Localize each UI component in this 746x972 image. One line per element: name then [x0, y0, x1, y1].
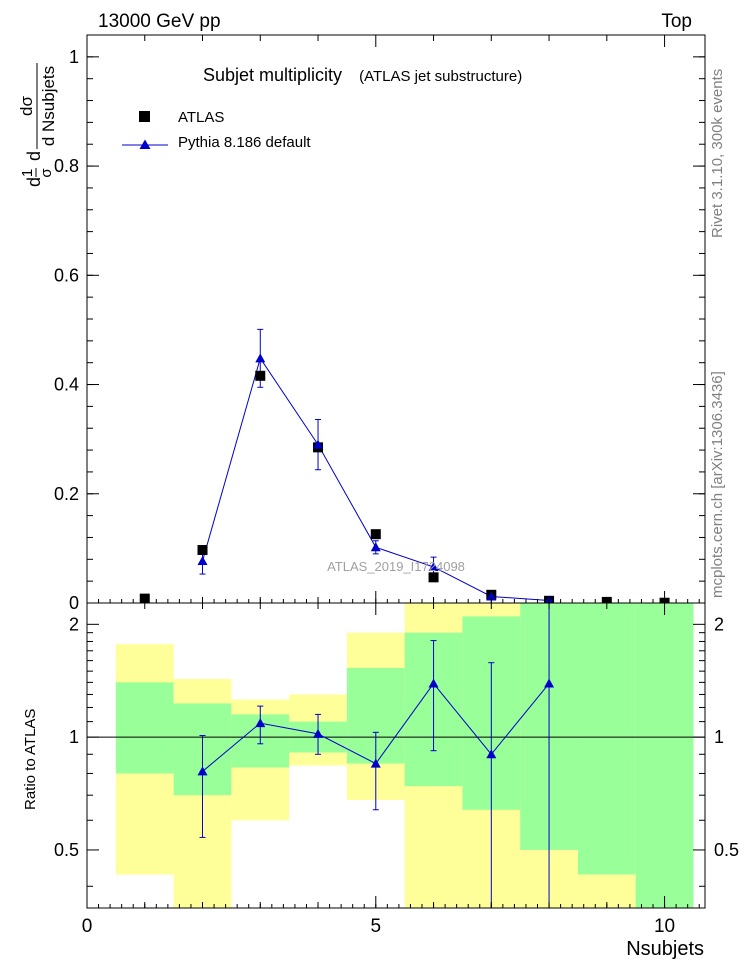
ratio-mc-point [197, 766, 208, 776]
mc-point [486, 591, 497, 601]
legend-mc-marker [139, 139, 151, 149]
axes: 00.20.40.60.810 5 100.5 0.51 12 2 [54, 34, 739, 937]
mc-point [255, 353, 266, 363]
chart-subtitle: (ATLAS jet substructure) [359, 68, 522, 85]
chart-title: Subjet multiplicity (ATLAS jet substruct… [203, 65, 522, 85]
ratio-xtick-label: 5 [370, 916, 381, 937]
data-point [255, 370, 266, 381]
rivet-label: Rivet 3.1.10, 300k events [709, 69, 726, 238]
ratio-mc-point [544, 678, 555, 688]
ratio-ytick-label: 2 [69, 614, 79, 634]
main-ytick-label: 0 [69, 593, 79, 613]
legend-mc-label: Pythia 8.186 default [178, 134, 311, 151]
ratio-ytick-label-right: 0.5 [714, 840, 739, 860]
band-green [635, 603, 694, 908]
main-ytick-label: 0.2 [54, 484, 79, 504]
process-label: Top [661, 11, 692, 32]
mc-point [370, 542, 381, 552]
band-green [115, 682, 174, 774]
main-ytick-label: 0.6 [54, 265, 79, 285]
legend-data-marker [139, 111, 150, 122]
mc-point [313, 439, 324, 449]
mcplots-label: mcplots.cern.ch [arXiv:1306.3436] [709, 371, 726, 598]
data-point [197, 545, 208, 556]
legend-data-label: ATLAS [178, 109, 224, 126]
ratio-ytick-label: 0.5 [54, 840, 79, 860]
ratio-mc-point [255, 718, 266, 728]
energy-label: 13000 GeV pp [98, 11, 221, 32]
ratio-mc-point [370, 758, 381, 768]
ylabel-sigma: σ [38, 168, 55, 178]
ratio-mc-point [486, 749, 497, 759]
ratio-ytick-label-right: 2 [714, 614, 724, 634]
ylabel-d: d [24, 177, 44, 187]
ratio-mc-point [428, 678, 439, 688]
analysis-watermark: ATLAS_2019_I1724098 [327, 559, 465, 574]
data-point [370, 529, 381, 540]
mc-point [197, 555, 208, 565]
main-ytick-label: 0.8 [54, 156, 79, 176]
x-axis-label: Nsubjets [626, 938, 704, 960]
ratio-xtick-label: 0 [82, 916, 93, 937]
main-ylabel: d 1 σ d dσ d Nsubjets [17, 63, 58, 187]
ratio-xtick-label: 10 [654, 916, 675, 937]
mc-point [428, 561, 439, 571]
ratio-ytick-label: 1 [69, 727, 79, 747]
ylabel-d2: d [24, 151, 44, 161]
band-green [577, 603, 636, 875]
legend: ATLAS Pythia 8.186 default [122, 109, 311, 151]
ratio-mc-point [313, 728, 324, 738]
ratio-ytick-label-right: 1 [714, 727, 724, 747]
ylabel-dnsubjets: d Nsubjets [39, 66, 58, 146]
ratio-frame [86, 602, 706, 909]
main-ytick-label: 0.4 [54, 375, 79, 395]
ylabel-one: 1 [19, 169, 36, 177]
chart-title-main: Subjet multiplicity [203, 65, 342, 85]
ratio-plot-area [87, 603, 705, 908]
ylabel-dsigma: dσ [17, 96, 36, 116]
main-ytick-label: 1 [69, 47, 79, 67]
data-point [428, 572, 439, 583]
ratio-ylabel: Ratio to ATLAS [22, 709, 39, 810]
